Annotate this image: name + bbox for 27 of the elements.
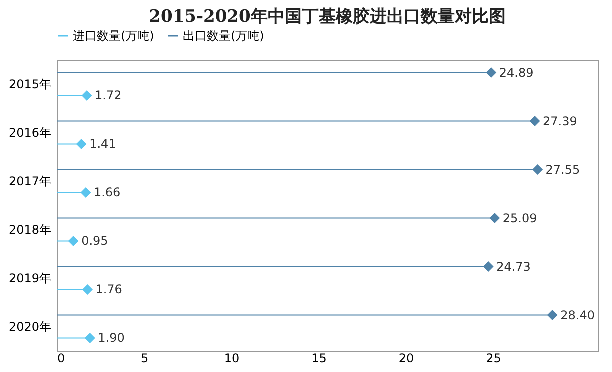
y-tick-label: 2020年: [8, 320, 52, 334]
x-tick-label: 0: [58, 352, 66, 366]
y-tick-label: 2018年: [8, 222, 52, 237]
data-label: 25.09: [502, 211, 538, 226]
y-tick-label: 2016年: [8, 126, 52, 140]
x-tick-label: 5: [140, 352, 149, 366]
data-label: 0.95: [82, 234, 108, 248]
x-tick-label: 20: [398, 352, 414, 366]
x-tick-label: 25: [486, 352, 502, 366]
data-label: 1.90: [98, 331, 125, 346]
x-tick-label: 15: [312, 352, 327, 366]
data-label: 28.40: [560, 308, 595, 322]
x-tick-label: 10: [224, 352, 240, 366]
data-label: 1.72: [95, 88, 122, 103]
data-label: 24.89: [499, 66, 534, 80]
y-tick-label: 2017年: [8, 174, 52, 188]
data-label: 1.41: [90, 137, 116, 152]
data-label: 1.76: [96, 282, 122, 297]
legend-label: 进口数量(万吨): [73, 29, 154, 43]
legend-label: 出口数量(万吨): [183, 29, 264, 43]
chart-title: 2015-2020年中国丁基橡胶进出口数量对比图: [149, 7, 506, 27]
data-label: 27.39: [543, 114, 578, 128]
y-tick-label: 2019年: [8, 271, 52, 286]
data-label: 24.73: [496, 260, 531, 274]
data-label: 27.55: [546, 162, 580, 177]
data-label: 1.66: [94, 186, 121, 200]
y-tick-label: 2015年: [8, 77, 52, 92]
